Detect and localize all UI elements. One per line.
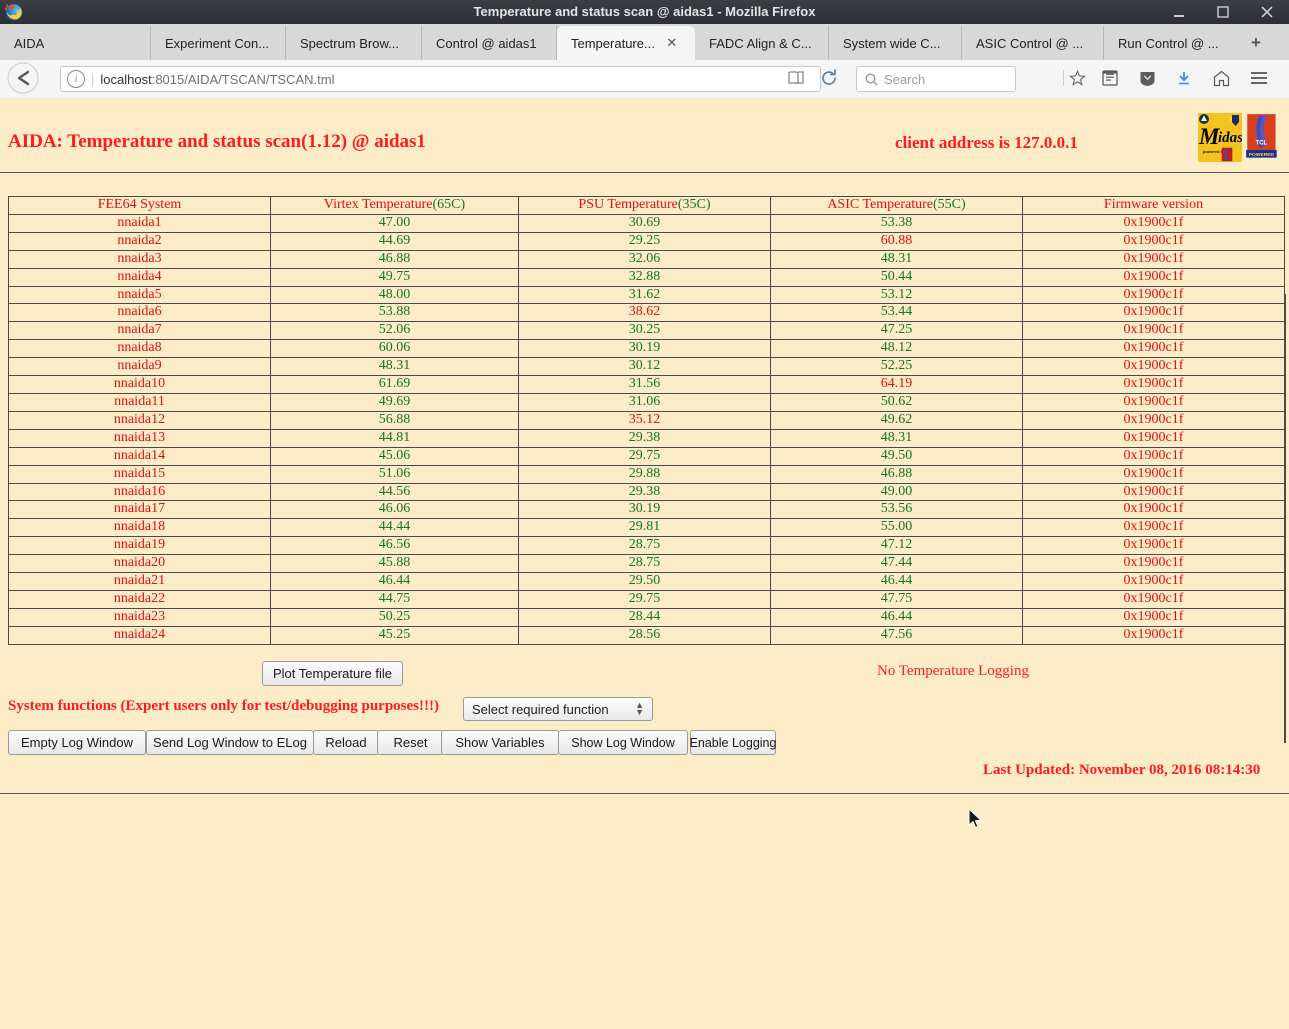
svg-text:TCL: TCL bbox=[1256, 141, 1268, 147]
svg-text:POWERED: POWERED bbox=[1249, 152, 1275, 158]
svg-text:idas: idas bbox=[1218, 130, 1242, 146]
